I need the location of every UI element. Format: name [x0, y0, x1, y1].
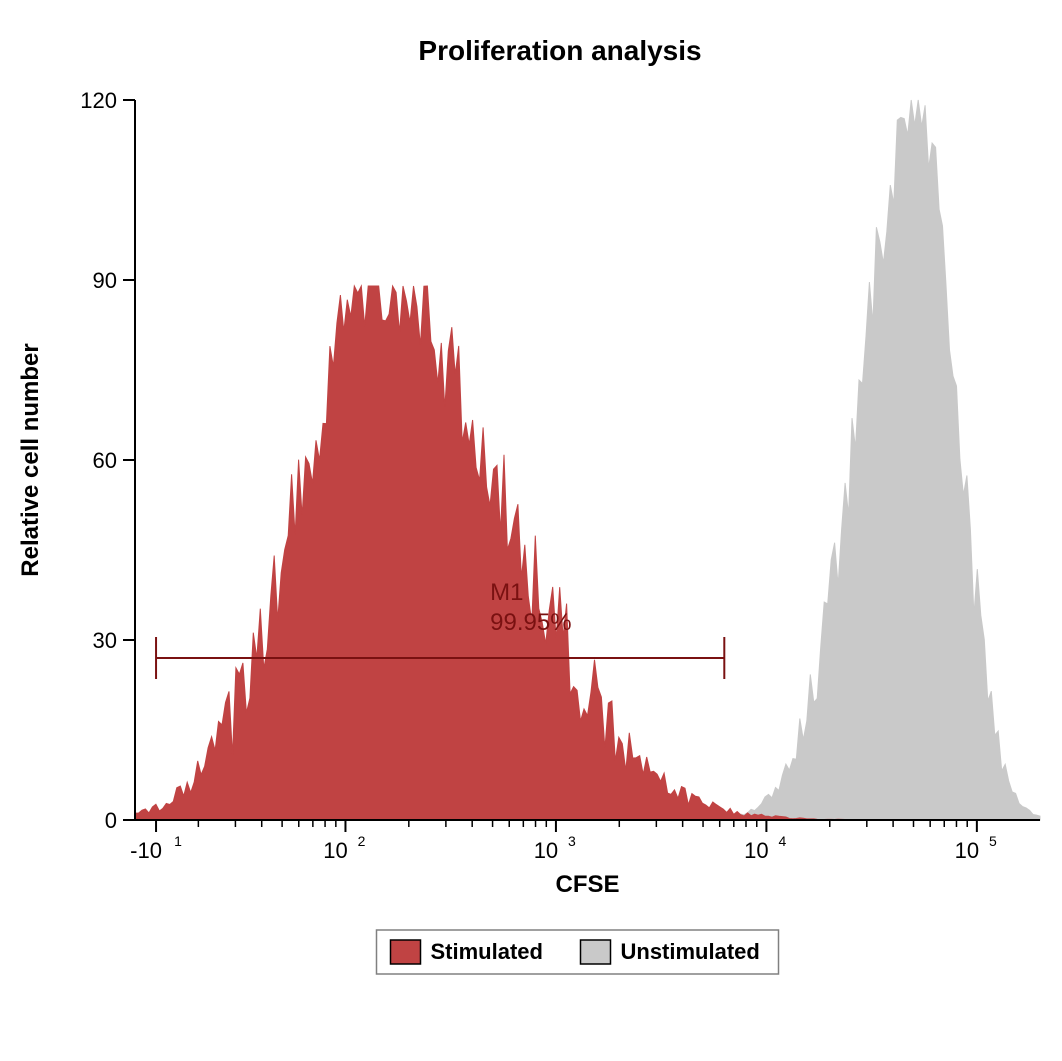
- svg-text:2: 2: [358, 833, 366, 849]
- legend-swatch: [581, 940, 611, 964]
- marker-label: M1: [490, 579, 523, 606]
- y-tick-label: 30: [93, 628, 117, 653]
- y-axis-label: Relative cell number: [17, 343, 44, 576]
- y-tick-label: 90: [93, 268, 117, 293]
- legend-label: Stimulated: [431, 939, 543, 964]
- svg-text:4: 4: [778, 833, 786, 849]
- svg-text:-10: -10: [130, 838, 162, 863]
- svg-text:1: 1: [174, 833, 182, 849]
- svg-text:10: 10: [323, 838, 347, 863]
- y-tick-label: 120: [80, 88, 117, 113]
- legend-swatch: [391, 940, 421, 964]
- svg-text:10: 10: [744, 838, 768, 863]
- histogram-series: [135, 100, 1040, 820]
- x-tick-label: 10 4: [744, 833, 786, 863]
- x-tick-label: -10 1: [130, 833, 182, 863]
- y-tick-label: 60: [93, 448, 117, 473]
- marker-percent: 99.95%: [490, 609, 571, 636]
- x-tick-label: 10 3: [534, 833, 576, 863]
- svg-text:5: 5: [989, 833, 997, 849]
- x-axis-label: CFSE: [555, 871, 619, 898]
- legend-label: Unstimulated: [621, 939, 760, 964]
- svg-text:3: 3: [568, 833, 576, 849]
- legend: Stimulated Unstimulated: [377, 930, 779, 974]
- svg-text:10: 10: [955, 838, 979, 863]
- x-tick-label: 10 5: [955, 833, 997, 863]
- chart-title: Proliferation analysis: [418, 35, 701, 66]
- svg-text:10: 10: [534, 838, 558, 863]
- x-tick-label: 10 2: [323, 833, 365, 863]
- proliferation-chart: Proliferation analysis 0 30 60 90 120 -10 1 10 2…: [0, 0, 1062, 1061]
- y-tick-label: 0: [105, 808, 117, 833]
